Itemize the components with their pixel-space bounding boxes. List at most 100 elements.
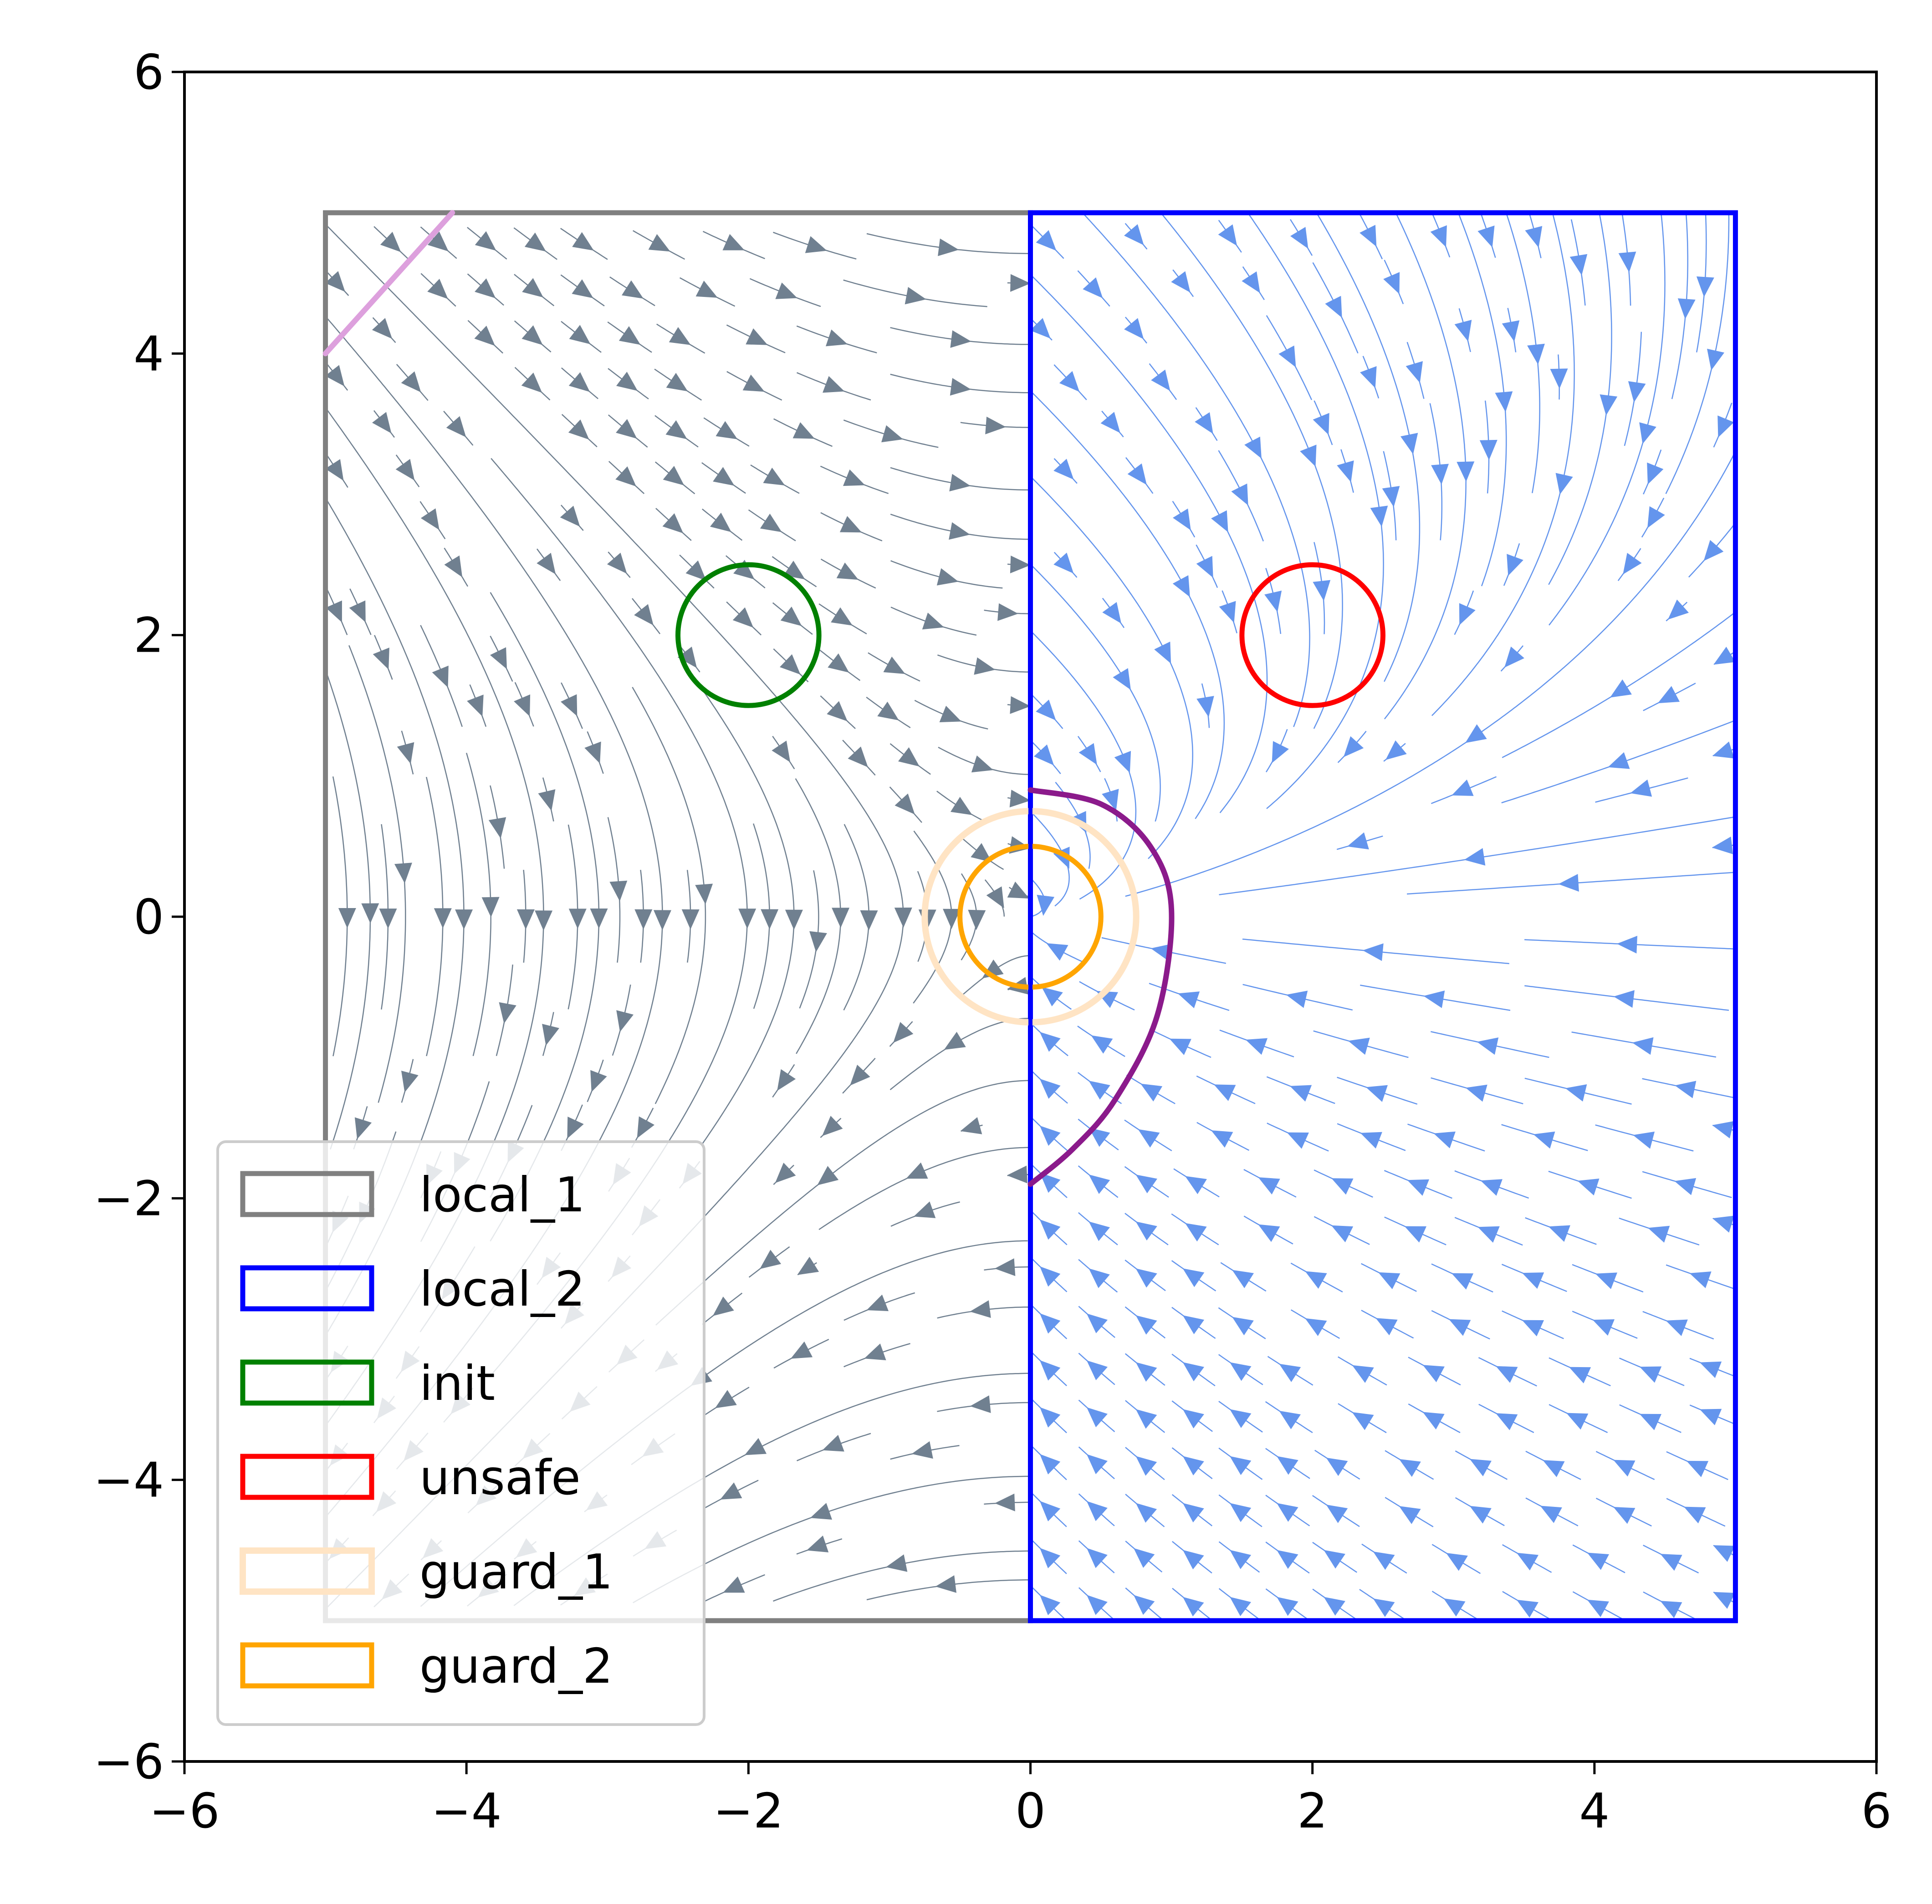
x-tick-label: −6 xyxy=(149,1783,220,1839)
stream-arrow-local_2 xyxy=(1305,1318,1327,1336)
stream-arrow-local_1 xyxy=(951,796,972,815)
stream-arrow-local_2 xyxy=(1422,1412,1445,1429)
stream-arrow-local_2 xyxy=(1610,679,1632,698)
stream-arrow-local_2 xyxy=(1219,601,1236,623)
stream-arrow-local_2 xyxy=(1178,991,1200,1008)
stream-arrow-local_1 xyxy=(968,909,986,930)
stream-arrow-local_2 xyxy=(1480,1179,1503,1196)
stream-arrow-local_2 xyxy=(1272,741,1289,763)
stream-arrow-local_2 xyxy=(1078,743,1097,765)
stream-arrow-local_2 xyxy=(1258,1224,1280,1242)
stream-arrow-local_1 xyxy=(971,755,993,773)
stream-arrow-local_1 xyxy=(970,1300,991,1318)
x-tick-label: 6 xyxy=(1861,1783,1892,1839)
stream-arrow-local_1 xyxy=(763,467,785,485)
stream-arrow-local_2 xyxy=(1087,1548,1108,1568)
stream-arrow-local_1 xyxy=(522,278,543,298)
stream-arrow-local_2 xyxy=(1331,1178,1354,1195)
legend-label-guard_2: guard_2 xyxy=(419,1639,613,1694)
stream-arrow-local_2 xyxy=(1618,251,1636,273)
stream-arrow-local_2 xyxy=(1477,1226,1500,1243)
stream-arrow-local_1 xyxy=(997,603,1018,621)
stream-arrow-local_1 xyxy=(521,325,543,345)
stream-arrow-local_1 xyxy=(864,1343,886,1360)
stream-arrow-local_2 xyxy=(1039,1219,1061,1240)
stream-arrow-local_2 xyxy=(1290,227,1308,249)
stream-arrow-local_1 xyxy=(326,600,342,623)
stream-arrow-local_1 xyxy=(475,278,496,298)
stream-arrow-local_2 xyxy=(1059,371,1080,392)
stream-arrow-local_1 xyxy=(474,326,495,346)
stream-arrow-local_2 xyxy=(1566,1413,1589,1430)
stream-arrow-local_2 xyxy=(1039,1360,1061,1381)
stream-arrow-local_2 xyxy=(1399,1459,1421,1477)
stream-arrow-local_2 xyxy=(1628,381,1646,403)
stream-arrow-local_1 xyxy=(810,1503,832,1520)
stream-arrow-local_1 xyxy=(681,909,700,930)
stream-arrow-local_1 xyxy=(831,607,853,626)
stream-arrow-local_2 xyxy=(1089,1268,1110,1288)
stream-arrow-local_1 xyxy=(911,1441,933,1459)
stream-arrow-local_2 xyxy=(1185,1176,1207,1194)
region-unsafe xyxy=(1239,562,1385,708)
stream-arrow-local_2 xyxy=(1668,599,1689,620)
stream-arrow-local_2 xyxy=(1431,464,1449,485)
stream-arrow-local_2 xyxy=(1091,1035,1113,1054)
stream-arrow-local_2 xyxy=(1039,1407,1061,1428)
stream-arrow-local_2 xyxy=(1430,225,1447,247)
stream-arrow-local_2 xyxy=(1286,990,1308,1008)
stream-arrow-local_2 xyxy=(1171,271,1191,293)
stream-arrow-local_2 xyxy=(1036,699,1056,720)
stream-arrow-local_2 xyxy=(1360,1132,1382,1149)
stream-arrow-local_2 xyxy=(1632,1037,1654,1055)
stream-arrow-local_2 xyxy=(1623,553,1642,575)
stream-arrow-local_2 xyxy=(1086,1313,1108,1333)
stream-arrow-local_1 xyxy=(935,1575,956,1593)
plot-area: −6 −4 −2 0 2 4 6 −6 −4 −2 0 2 4 6 local_1 local_2init… xyxy=(93,45,1891,1839)
stream-arrow-local_2 xyxy=(1686,1460,1709,1477)
stream-arrow-local_1 xyxy=(499,1002,516,1024)
stream-arrow-local_2 xyxy=(1102,789,1119,811)
stream-arrow-local_1 xyxy=(455,909,473,930)
stream-arrow-local_1 xyxy=(481,897,500,918)
stream-arrow-local_1 xyxy=(828,653,849,673)
stream-arrow-local_1 xyxy=(985,416,1006,434)
stream-arrow-local_2 xyxy=(1053,459,1074,480)
stream-arrow-local_2 xyxy=(1660,1601,1682,1618)
stream-arrow-local_1 xyxy=(695,281,718,298)
stream-arrow-local_1 xyxy=(720,1482,742,1500)
stream-arrow-local_2 xyxy=(1326,1505,1348,1523)
stream-arrow-local_2 xyxy=(1182,1503,1204,1523)
stream-arrow-local_2 xyxy=(1469,1459,1492,1476)
stream-arrow-local_2 xyxy=(1135,1362,1157,1382)
stream-arrow-local_2 xyxy=(1674,1178,1697,1195)
stream-arrow-local_1 xyxy=(785,909,803,930)
stream-arrow-local_2 xyxy=(1324,1597,1345,1616)
stream-arrow-local_2 xyxy=(1516,1599,1538,1618)
stream-arrow-local_2 xyxy=(1039,1078,1061,1099)
stream-arrow-local_2 xyxy=(1039,1548,1061,1568)
stream-arrow-local_2 xyxy=(1313,580,1331,601)
y-tick-label: −6 xyxy=(93,1734,164,1790)
stream-arrow-local_2 xyxy=(1713,647,1736,665)
stream-arrow-local_2 xyxy=(1555,473,1573,495)
stream-arrow-local_1 xyxy=(427,231,449,252)
stream-arrow-local_1 xyxy=(420,508,440,530)
stream-arrow-local_1 xyxy=(905,287,926,305)
stream-arrow-local_2 xyxy=(1037,894,1055,916)
stream-arrow-local_2 xyxy=(1300,444,1317,467)
stream-arrow-local_2 xyxy=(1242,271,1260,293)
stream-arrow-local_1 xyxy=(568,909,587,929)
legend-label-guard_1: guard_1 xyxy=(419,1544,613,1600)
stream-arrow-local_1 xyxy=(733,560,755,580)
y-axis: −6 −4 −2 0 2 4 6 xyxy=(93,45,184,1790)
stream-arrow-local_2 xyxy=(1182,1315,1205,1334)
stream-arrow-local_2 xyxy=(1195,412,1213,434)
stream-arrow-local_2 xyxy=(1362,943,1384,961)
stream-arrow-local_1 xyxy=(354,1117,372,1139)
stream-arrow-local_2 xyxy=(1348,1037,1370,1055)
stream-arrow-local_2 xyxy=(1352,1365,1374,1383)
stream-arrow-local_1 xyxy=(490,647,507,669)
stream-arrow-local_1 xyxy=(797,1256,819,1275)
